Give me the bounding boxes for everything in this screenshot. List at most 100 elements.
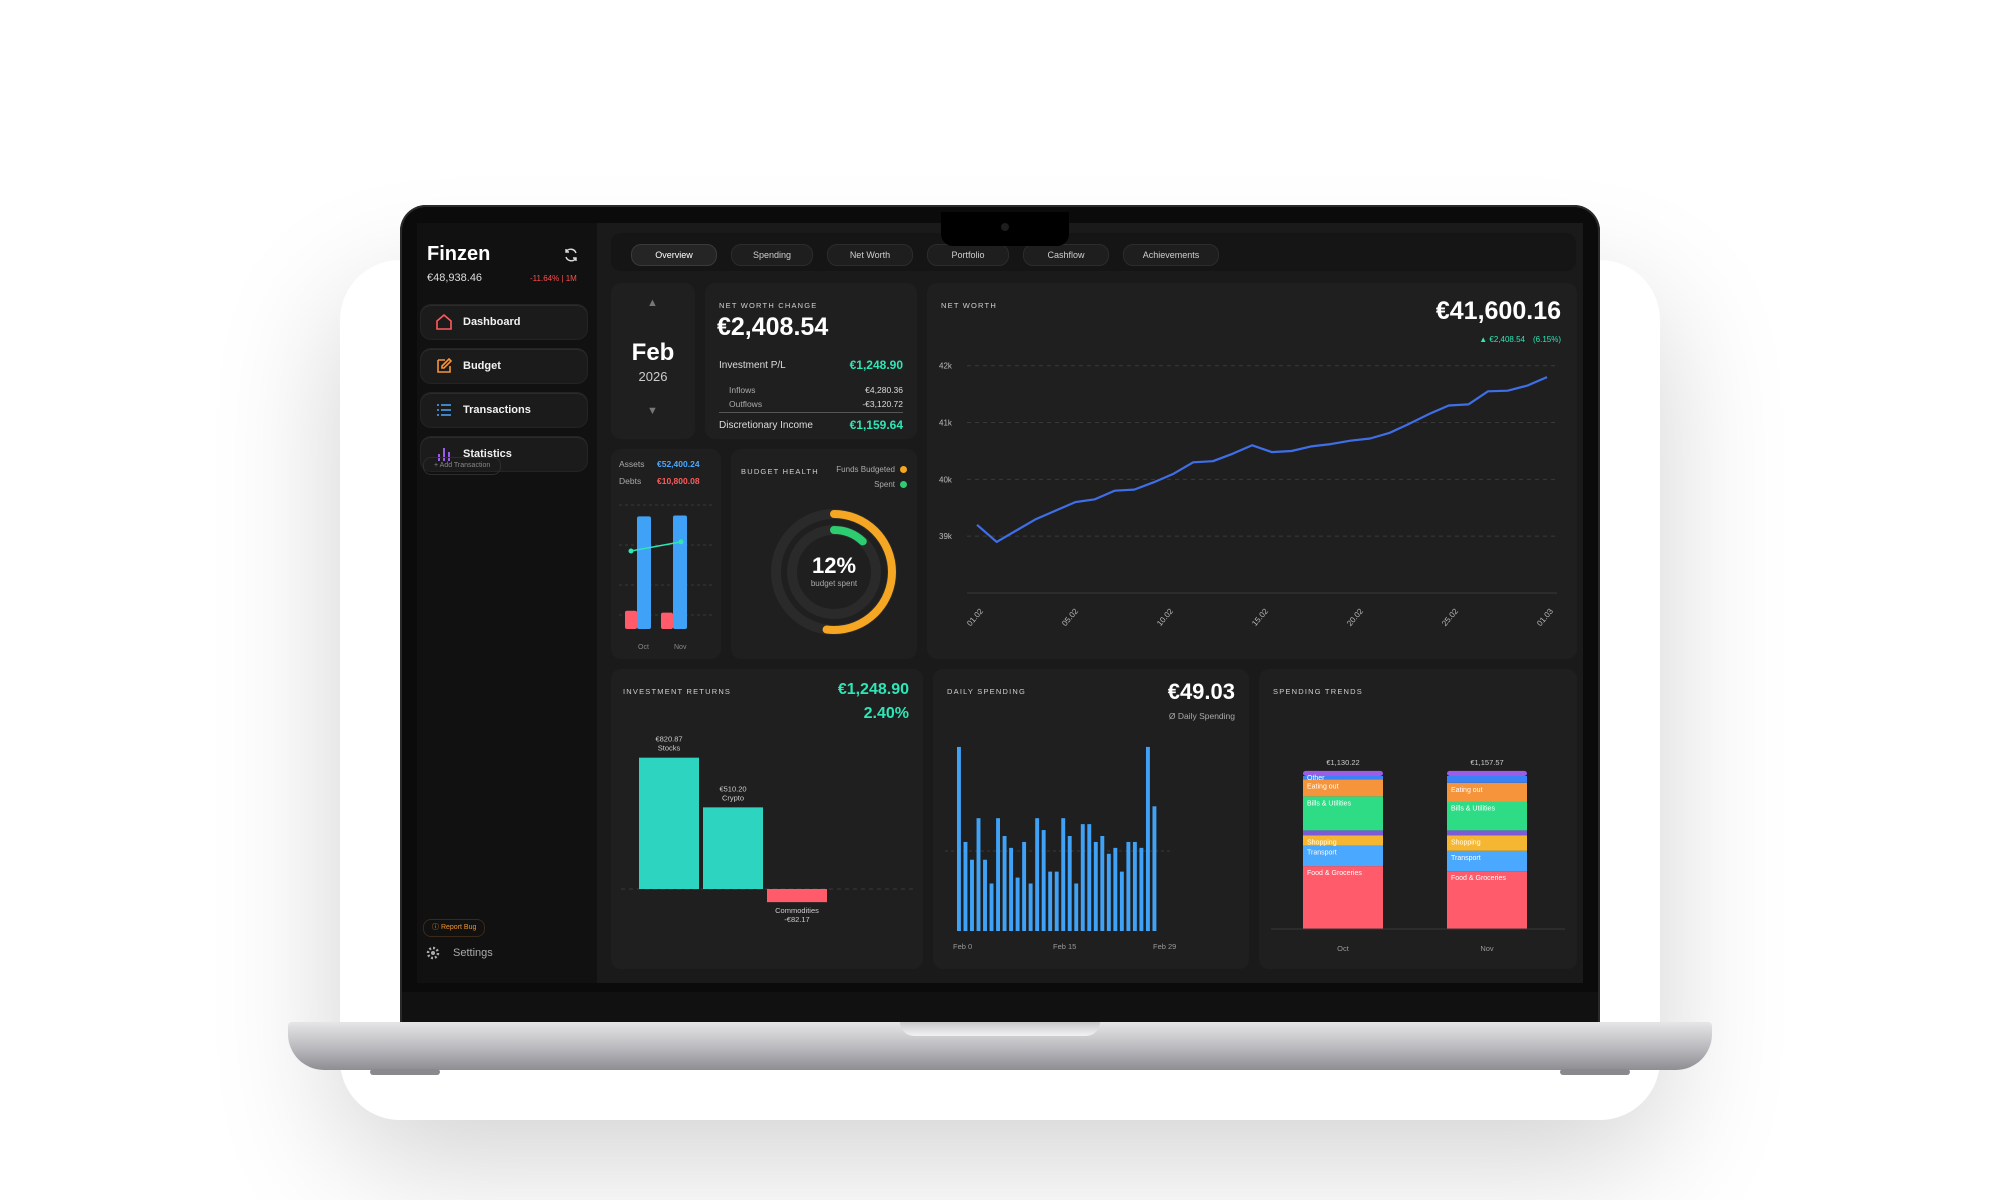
daily-spending-bar xyxy=(963,841,968,931)
app-title: Finzen xyxy=(427,243,491,265)
spending-trends-card: SPENDING TRENDS Food & Groceries Transpor… xyxy=(1259,669,1577,969)
daily-spending-bar xyxy=(1022,841,1027,931)
inflows-label: Inflows xyxy=(729,385,756,395)
debts-bar xyxy=(661,612,673,629)
legend-budgeted-dot xyxy=(900,466,907,473)
debts-label: Debts xyxy=(619,476,642,486)
sidebar-item-statistics[interactable]: Statistics xyxy=(421,437,587,471)
sidebar-item-label: Budget xyxy=(463,360,501,372)
period-year: 2026 xyxy=(638,369,668,384)
daily-spending-bar xyxy=(996,818,1001,931)
stack-segment xyxy=(1447,801,1527,831)
sidebar-item-dashboard[interactable]: Dashboard xyxy=(421,305,587,339)
daily-spending-bar xyxy=(1048,871,1053,931)
net-worth-change-pct: (6.15%) xyxy=(1532,335,1561,344)
card-label: DAILY SPENDING xyxy=(947,687,1027,696)
settings-button[interactable]: Settings xyxy=(425,945,493,961)
x-tick-label: 15.02 xyxy=(1250,606,1270,628)
stack-segment xyxy=(1447,850,1527,872)
daily-spending-value: €49.03 xyxy=(1167,679,1235,704)
daily-spending-bar xyxy=(1028,883,1033,931)
stack-segment xyxy=(1303,776,1383,780)
segment-label: Food & Groceries xyxy=(1451,875,1506,882)
tab-cashflow[interactable]: Cashflow xyxy=(1023,244,1109,266)
bar-value-label: €820.87 xyxy=(655,735,682,744)
daily-spending-bar xyxy=(976,818,981,931)
report-bug-label: Report Bug xyxy=(440,924,477,931)
segment-label: Food & Groceries xyxy=(1307,870,1362,877)
bar-value-label: -€82.17 xyxy=(784,915,809,924)
stack-segment xyxy=(1447,871,1527,929)
x-tick-label: 20.02 xyxy=(1345,606,1365,628)
y-tick-label: 39k xyxy=(939,532,953,541)
tab-net-worth[interactable]: Net Worth xyxy=(827,244,913,266)
card-label: INVESTMENT RETURNS xyxy=(623,687,732,696)
card-label: NET WORTH CHANGE xyxy=(719,301,818,310)
budget-health-card: BUDGET HEALTH Funds Budgeted Spent 12% b… xyxy=(731,449,917,659)
assets-value: €52,400.24 xyxy=(657,459,700,469)
y-tick-label: 41k xyxy=(939,419,953,428)
return-bar xyxy=(767,889,827,903)
net-worth-value: €41,600.16 xyxy=(1435,297,1561,325)
investment-returns-card: INVESTMENT RETURNS €1,248.90 2.40% €820.… xyxy=(611,669,923,969)
sidebar-item-budget[interactable]: Budget xyxy=(421,349,587,383)
net-worth-line-chart: 42k 41k 40k 39k 01.02 05.02 10.02 15.02 20.02 25.… xyxy=(939,362,1557,628)
budget-percent: 12% xyxy=(811,553,857,578)
period-month: Feb xyxy=(631,339,675,366)
discretionary-value: €1,159.64 xyxy=(849,418,903,432)
sidebar-item-label: Dashboard xyxy=(463,316,521,328)
spending-trends-chart: Food & Groceries Transport Shopping Bills &… xyxy=(1271,758,1565,953)
chevron-down-icon[interactable]: ▼ xyxy=(647,405,658,417)
daily-spending-bar xyxy=(989,883,994,931)
assets-bar xyxy=(637,516,651,629)
screen-bezel xyxy=(402,992,1598,1022)
segment-label: Transport xyxy=(1307,850,1337,857)
home-icon xyxy=(436,313,452,330)
x-tick-label: Oct xyxy=(1337,944,1350,953)
daily-spending-bar xyxy=(1067,836,1072,931)
refresh-icon[interactable] xyxy=(563,247,579,263)
daily-spending-bar xyxy=(1106,853,1111,931)
tab-portfolio[interactable]: Portfolio xyxy=(927,244,1009,266)
x-tick-label: 25.02 xyxy=(1440,606,1460,628)
stack-segment xyxy=(1447,782,1527,802)
y-tick-label: 40k xyxy=(939,475,953,484)
settings-label: Settings xyxy=(453,947,493,959)
tab-achievements[interactable]: Achievements xyxy=(1123,244,1219,266)
add-transaction-button[interactable]: + Add Transaction xyxy=(423,457,502,475)
x-tick-label: 10.02 xyxy=(1155,606,1175,628)
budget-health-donut xyxy=(771,509,897,635)
bar-value-label: €510.20 xyxy=(719,784,746,793)
stack-segment xyxy=(1447,770,1527,776)
report-bug-button[interactable]: ⓘ Report Bug xyxy=(423,919,486,937)
x-tick-label: 01.02 xyxy=(965,606,985,628)
daily-spending-bar xyxy=(1015,877,1020,931)
net-worth-change-value: €2,408.54 xyxy=(717,313,829,341)
investment-returns-pct: 2.40% xyxy=(863,705,909,722)
divider xyxy=(719,412,903,413)
assets-bar xyxy=(673,515,687,629)
chevron-up-icon[interactable]: ▲ xyxy=(647,297,658,309)
bar-category-label: Crypto xyxy=(722,793,744,802)
daily-spending-bar xyxy=(1119,871,1124,931)
stack-segment xyxy=(1447,776,1527,783)
stack-segment xyxy=(1303,770,1383,776)
budget-caption: budget spent xyxy=(810,579,858,588)
daily-spending-bar xyxy=(1113,847,1118,931)
stack-segment xyxy=(1303,796,1383,831)
sidebar-item-transactions[interactable]: Transactions xyxy=(421,393,587,427)
segment-label: Eating out xyxy=(1307,783,1339,790)
tab-spending[interactable]: Spending xyxy=(731,244,813,266)
daily-spending-bar xyxy=(957,746,961,931)
total-balance: €48,938.46 xyxy=(427,272,483,284)
x-tick-label: Feb 29 xyxy=(1153,942,1176,951)
app-screen: Finzen €48,938.46 -11.64% | 1M Dashboard… xyxy=(417,223,1583,983)
outflows-value: -€3,120.72 xyxy=(862,399,903,409)
daily-spending-bar xyxy=(1100,836,1105,931)
stack-total-label: €1,157.57 xyxy=(1470,758,1503,767)
sidebar-item-label: Transactions xyxy=(463,404,531,416)
segment-label: Shopping xyxy=(1451,840,1481,847)
daily-spending-bar xyxy=(1009,847,1014,931)
balance-change: -11.64% | 1M xyxy=(530,274,577,283)
tab-overview[interactable]: Overview xyxy=(631,244,717,266)
